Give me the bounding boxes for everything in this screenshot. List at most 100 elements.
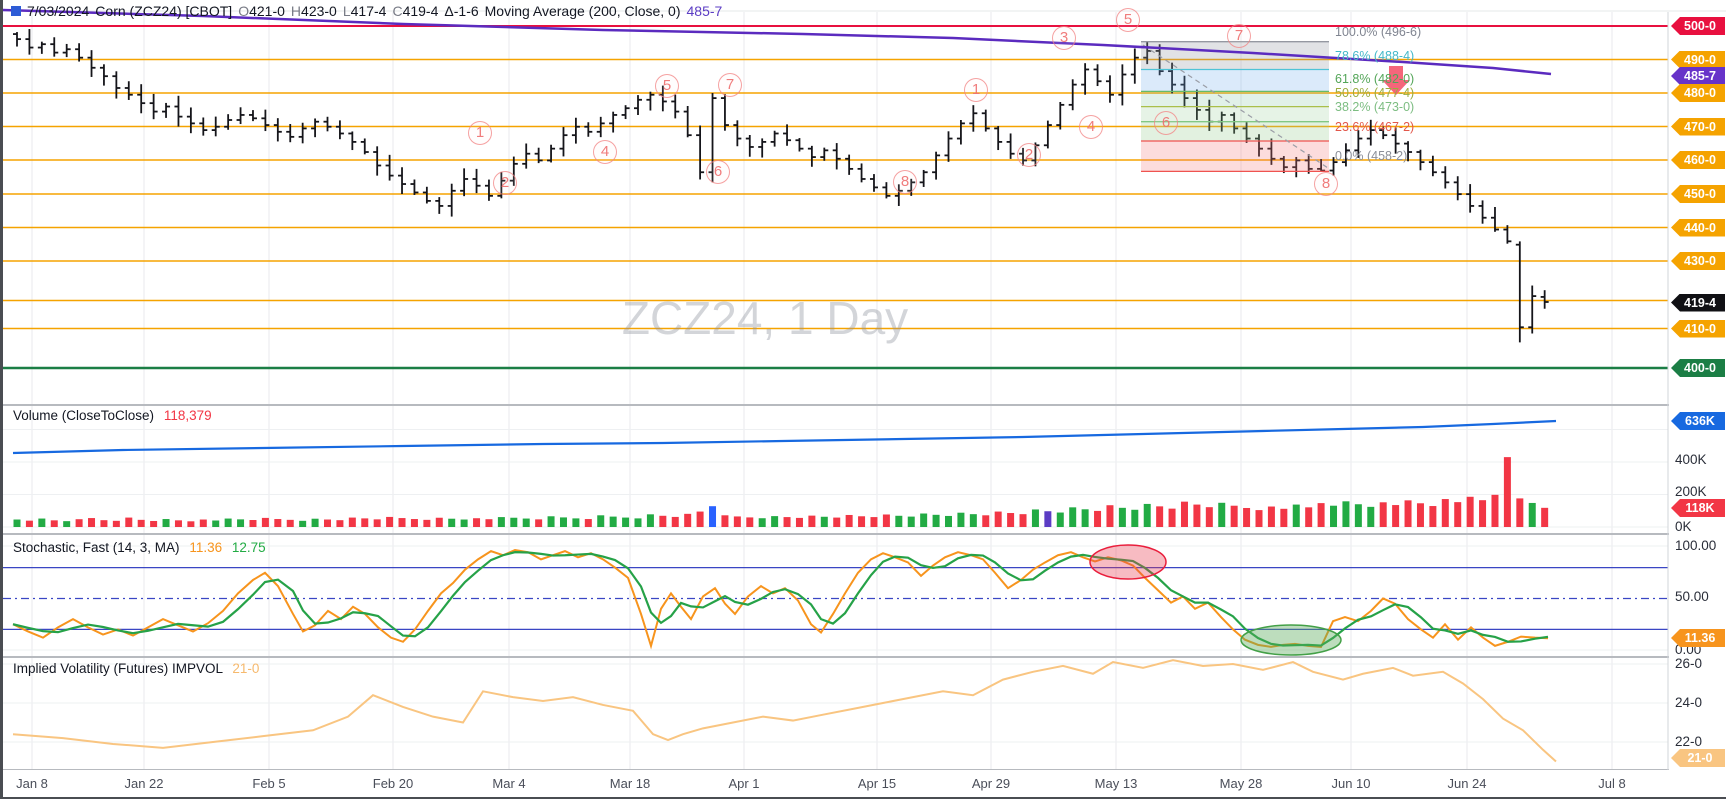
wave-label-7[interactable]: 7 — [1227, 24, 1251, 48]
high-value: 423-0 — [301, 3, 337, 19]
fib-level-label-50.0%[interactable]: 50.0% (477-4) — [1335, 86, 1415, 100]
indicator-label: Moving Average (200, Close, 0) — [484, 3, 681, 19]
time-label-jun-24: Jun 24 — [1447, 776, 1487, 791]
down-arrow-marker[interactable] — [1382, 66, 1410, 95]
wave-label-4[interactable]: 4 — [1079, 115, 1103, 139]
wave-label-3[interactable]: 3 — [1052, 26, 1076, 50]
time-label-jan-8: Jan 8 — [16, 776, 48, 791]
price-tag-440-0[interactable]: 440-0 — [1671, 218, 1725, 237]
time-label-jan-22: Jan 22 — [124, 776, 164, 791]
time-label-apr-1: Apr 1 — [728, 776, 760, 791]
stochastic-d-value: 12.75 — [231, 540, 266, 555]
wave-label-6[interactable]: 6 — [1154, 111, 1178, 135]
chart-canvas[interactable] — [3, 0, 1726, 799]
price-tag-21-0[interactable]: 21-0 — [1671, 749, 1725, 767]
price-tag-419-4[interactable]: 419-4 — [1671, 293, 1725, 312]
indicator-value: 485-7 — [686, 3, 723, 19]
volume-panel-title: Volume (CloseToClose) 118,379 — [13, 408, 212, 423]
stochastic-k-value: 11.36 — [189, 540, 223, 555]
wave-label-1[interactable]: 1 — [964, 78, 988, 102]
stochastic-k-line[interactable] — [12, 549, 1549, 650]
axis-label-0K: 0K — [1675, 519, 1692, 534]
price-tag-430-0[interactable]: 430-0 — [1671, 252, 1725, 270]
price-tag-490-0[interactable]: 490-0 — [1671, 50, 1725, 69]
change-value: Δ-1-6 — [444, 3, 479, 19]
price-tag-470-0[interactable]: 470-0 — [1671, 117, 1725, 136]
close-label: C — [392, 3, 403, 19]
fib-level-label-61.8%[interactable]: 61.8% (482-0) — [1335, 72, 1415, 86]
wave-label-1[interactable]: 1 — [468, 121, 492, 145]
price-tag-636K[interactable]: 636K — [1671, 412, 1725, 430]
price-tag-118K[interactable]: 118K — [1671, 499, 1725, 517]
axis-label-400K: 400K — [1675, 452, 1707, 467]
price-tag-485-7[interactable]: 485-7 — [1671, 67, 1725, 85]
low-label: L — [342, 3, 351, 19]
open-value: 421-0 — [249, 3, 285, 19]
moving-average-line[interactable] — [3, 8, 1552, 76]
axis-label-200K: 200K — [1675, 484, 1707, 499]
wave-label-7[interactable]: 7 — [718, 73, 742, 97]
time-label-mar-4: Mar 4 — [492, 776, 526, 791]
stochastic-oversold-ellipse[interactable] — [1240, 624, 1342, 656]
legend-date: 7/03/2024 — [27, 3, 90, 19]
open-interest-line[interactable] — [12, 419, 1557, 455]
stochastic-overbought-ellipse[interactable] — [1089, 544, 1167, 580]
open-label: O — [238, 3, 250, 19]
price-tag-410-0[interactable]: 410-0 — [1671, 319, 1725, 338]
time-label-apr-29: Apr 29 — [971, 776, 1011, 791]
high-label: H — [290, 3, 302, 19]
wave-label-2[interactable]: 2 — [1017, 143, 1041, 167]
chart-legend: 7/03/2024 Corn (ZCZ24) [CBOT] O421-0 H42… — [11, 1, 722, 21]
time-label-feb-5: Feb 5 — [252, 776, 286, 791]
axis-label-50.00: 50.00 — [1675, 589, 1709, 604]
fib-level-label-78.6%[interactable]: 78.6% (488-4) — [1335, 49, 1415, 63]
price-tag-11.36[interactable]: 11.36 — [1671, 629, 1725, 647]
stochastic-plot — [3, 549, 1668, 650]
panel-separators[interactable] — [3, 404, 1669, 771]
price-tag-500-0[interactable]: 500-0 — [1671, 17, 1725, 35]
time-label-apr-15: Apr 15 — [857, 776, 897, 791]
time-label-jun-10: Jun 10 — [1331, 776, 1371, 791]
fib-level-label-0.0%[interactable]: 0.0% (458-2) — [1335, 149, 1408, 163]
price-tag-460-0[interactable]: 460-0 — [1671, 151, 1725, 169]
price-level-lines[interactable] — [3, 25, 1668, 370]
stochastic-title-text: Stochastic, Fast (14, 3, MA) — [13, 540, 180, 555]
axis-label-26-0: 26-0 — [1675, 656, 1703, 671]
impvol-value: 21-0 — [232, 661, 260, 676]
legend-instrument: Corn (ZCZ24) [CBOT] — [95, 3, 233, 19]
volume-bars — [13, 457, 1549, 527]
wave-label-2[interactable]: 2 — [493, 171, 517, 195]
price-tag-400-0[interactable]: 400-0 — [1671, 359, 1725, 377]
axis-label-100.00: 100.00 — [1675, 538, 1717, 553]
impvol-panel-title: Implied Volatility (Futures) IMPVOL 21-0 — [13, 661, 259, 676]
close-value: 419-4 — [402, 3, 439, 19]
wave-label-6[interactable]: 6 — [706, 160, 730, 184]
impvol-title-text: Implied Volatility (Futures) IMPVOL — [13, 661, 223, 676]
time-axis[interactable] — [3, 770, 1669, 797]
stochastic-panel-title: Stochastic, Fast (14, 3, MA) 11.36 12.75 — [13, 540, 266, 555]
stochastic-d-line[interactable] — [12, 551, 1549, 647]
volume-value: 118,379 — [163, 408, 212, 423]
wave-label-5[interactable]: 5 — [1116, 8, 1140, 32]
axis-label-24-0: 24-0 — [1675, 695, 1703, 710]
low-value: 417-4 — [350, 3, 387, 19]
fib-level-label-38.2%[interactable]: 38.2% (473-0) — [1335, 100, 1415, 114]
wave-label-5[interactable]: 5 — [655, 74, 679, 98]
time-label-jul-8: Jul 8 — [1598, 776, 1626, 791]
wave-label-8[interactable]: 8 — [1314, 172, 1338, 196]
implied-volatility-line[interactable] — [12, 659, 1557, 763]
fib-level-label-100.0%[interactable]: 100.0% (496-6) — [1335, 25, 1422, 39]
wave-label-8[interactable]: 8 — [893, 170, 917, 194]
wave-label-4[interactable]: 4 — [593, 140, 617, 164]
time-label-may-28: May 28 — [1219, 776, 1263, 791]
axis-label-22-0: 22-0 — [1675, 734, 1703, 749]
time-label-may-13: May 13 — [1094, 776, 1138, 791]
time-label-mar-18: Mar 18 — [609, 776, 651, 791]
time-label-feb-20: Feb 20 — [372, 776, 414, 791]
fib-level-label-23.6%[interactable]: 23.6% (467-2) — [1335, 120, 1415, 134]
fibonacci-retracement[interactable] — [1141, 41, 1329, 173]
price-tag-480-0[interactable]: 480-0 — [1671, 84, 1725, 102]
price-tag-450-0[interactable]: 450-0 — [1671, 185, 1725, 203]
volume-title-text: Volume (CloseToClose) — [13, 408, 155, 423]
